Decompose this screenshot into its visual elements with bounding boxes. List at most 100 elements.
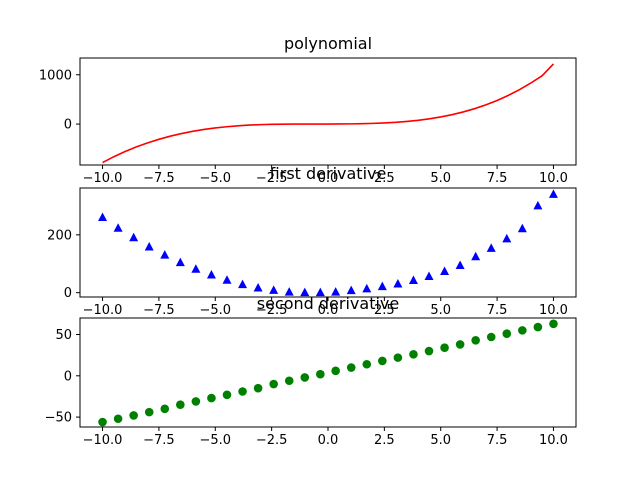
second-derivative-x-tick-label: −10.0 — [83, 433, 123, 448]
second-derivative-point — [518, 326, 527, 335]
polynomial-line — [102, 63, 555, 164]
first-derivative-x-tick-label: 0.0 — [318, 303, 339, 318]
polynomial-x-tick-label: −2.5 — [256, 171, 288, 186]
second-derivative-y-tick-label: −50 — [45, 411, 72, 426]
second-derivative-point — [129, 411, 138, 420]
second-derivative-point — [300, 373, 310, 382]
first-derivative-point — [331, 287, 341, 296]
first-derivative-axes-frame — [79, 187, 577, 298]
first-derivative-x-tick-label: 7.5 — [487, 303, 508, 318]
second-derivative-axes-frame — [79, 317, 577, 428]
first-derivative-point — [175, 257, 185, 267]
first-derivative-point — [300, 287, 310, 297]
subplot-first-derivative: −10.0 −7.5 −5.0 −2.5 0.0 2.5 5.0 7.5 10.0 0 200 fir… — [47, 164, 577, 318]
second-derivative-x-tick-label: 10.0 — [539, 433, 568, 448]
first-derivative-x-tick-label: 2.5 — [374, 303, 395, 318]
second-derivative-point — [238, 387, 247, 396]
first-derivative-point — [269, 285, 279, 294]
first-derivative-point — [253, 283, 263, 292]
first-derivative-point — [160, 250, 170, 259]
second-derivative-point — [486, 332, 496, 342]
second-derivative-x-tick-label: 2.5 — [374, 433, 395, 448]
polynomial-x-tick-label: 10.0 — [539, 171, 568, 186]
second-derivative-point — [440, 343, 449, 353]
first-derivative-point — [113, 223, 123, 232]
first-derivative-point — [502, 233, 512, 243]
second-derivative-y-tick-label: 50 — [55, 328, 72, 343]
second-derivative-x-tick-label: 5.0 — [430, 433, 451, 448]
second-derivative-point — [409, 350, 418, 359]
first-derivative-point — [548, 189, 558, 198]
second-derivative-point — [455, 340, 465, 349]
second-derivative-point — [98, 417, 107, 427]
second-derivative-point — [346, 363, 356, 372]
subplot-polynomial: −10.0 −7.5 −5.0 −2.5 0.0 2.5 5.0 7.5 10.0 0 1000 po… — [39, 34, 577, 186]
first-derivative-point — [362, 283, 372, 293]
second-derivative-title: second derivative — [257, 294, 399, 313]
first-derivative-point — [346, 285, 356, 295]
first-derivative-point — [486, 243, 496, 252]
polynomial-x-tick-label: 5.0 — [430, 171, 451, 186]
first-derivative-x-tick-label: −2.5 — [256, 303, 288, 318]
first-derivative-point — [377, 281, 387, 291]
first-derivative-point — [393, 278, 403, 288]
second-derivative-point — [533, 322, 543, 332]
polynomial-x-tick-label: −10.0 — [83, 171, 123, 186]
second-derivative-point — [378, 356, 387, 366]
first-derivative-x-tick-label: −10.0 — [83, 303, 123, 318]
polynomial-y-tick-label: 1000 — [39, 68, 72, 83]
first-derivative-x-tick-label: −7.5 — [143, 303, 175, 318]
first-derivative-point — [440, 266, 450, 276]
polynomial-x-tick-label: 0.0 — [318, 171, 339, 186]
first-derivative-x-tick-label: 5.0 — [430, 303, 451, 318]
first-derivative-point — [533, 200, 543, 210]
polynomial-x-tick-label: 2.5 — [374, 171, 395, 186]
first-derivative-x-tick-label: 10.0 — [539, 303, 568, 318]
first-derivative-point — [144, 241, 154, 251]
second-derivative-point — [207, 393, 216, 403]
second-derivative-point — [222, 390, 232, 400]
first-derivative-point — [517, 223, 527, 233]
first-derivative-title: first derivative — [270, 164, 387, 183]
second-derivative-point — [471, 335, 480, 345]
second-derivative-point — [549, 319, 558, 329]
polynomial-title: polynomial — [284, 34, 372, 53]
second-derivative-x-tick-label: 7.5 — [487, 433, 508, 448]
second-derivative-point — [316, 369, 325, 379]
first-derivative-point — [238, 279, 248, 289]
first-derivative-x-tick-label: −5.0 — [199, 303, 231, 318]
second-derivative-point — [113, 414, 123, 424]
second-derivative-point — [144, 407, 154, 417]
first-derivative-point — [424, 271, 434, 280]
second-derivative-x-tick-label: −7.5 — [143, 433, 175, 448]
second-derivative-point — [424, 346, 434, 356]
first-derivative-point — [315, 287, 325, 297]
first-derivative-point — [408, 275, 418, 285]
first-derivative-point — [284, 287, 294, 296]
first-derivative-point — [206, 270, 216, 279]
second-derivative-point — [393, 353, 403, 362]
second-derivative-point — [502, 329, 512, 338]
second-derivative-point — [160, 404, 170, 414]
second-derivative-point — [253, 383, 263, 393]
polynomial-axes-frame — [79, 57, 577, 166]
second-derivative-point — [331, 366, 340, 376]
second-derivative-x-tick-label: −5.0 — [199, 433, 231, 448]
subplot-second-derivative: −10.0 −7.5 −5.0 −2.5 0.0 2.5 5.0 7.5 10.0 −50 0 50 s… — [45, 294, 577, 448]
second-derivative-x-tick-label: 0.0 — [318, 433, 339, 448]
first-derivative-point — [222, 275, 232, 284]
second-derivative-point — [176, 400, 185, 410]
first-derivative-point — [98, 212, 108, 221]
first-derivative-point — [191, 264, 201, 273]
second-derivative-point — [269, 379, 278, 389]
polynomial-x-tick-label: 7.5 — [487, 171, 508, 186]
second-derivative-point — [191, 397, 201, 406]
first-derivative-point — [471, 251, 481, 261]
first-derivative-point — [455, 260, 465, 269]
second-derivative-point — [362, 359, 372, 369]
first-derivative-y-tick-label: 200 — [47, 228, 72, 243]
second-derivative-x-tick-label: −2.5 — [256, 433, 288, 448]
second-derivative-point — [284, 376, 294, 386]
first-derivative-y-tick-label: 0 — [64, 286, 72, 301]
